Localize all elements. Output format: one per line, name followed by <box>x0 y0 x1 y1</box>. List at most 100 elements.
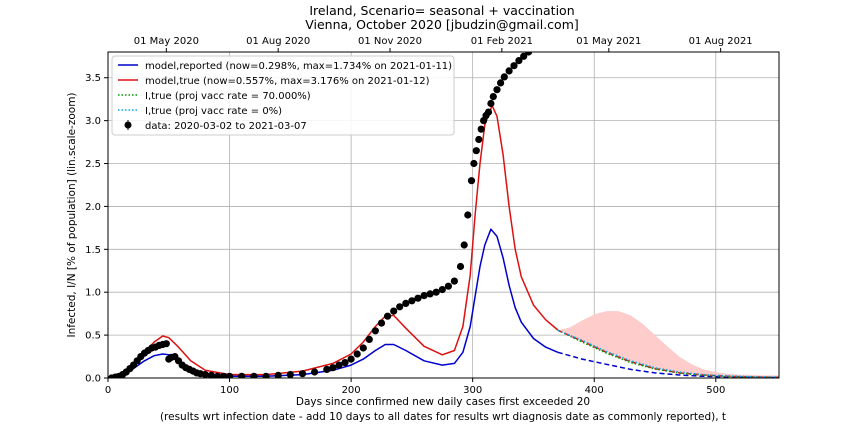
data-points <box>108 31 551 378</box>
chart-subtitle: Vienna, October 2020 [jbudzin@gmail.com] <box>305 17 579 32</box>
y-tick-label: 3.5 <box>85 73 101 84</box>
data-point <box>450 277 458 285</box>
legend-label-true: model,true (now=0.557%, max=3.176% on 20… <box>145 76 430 87</box>
data-point <box>489 93 497 101</box>
data-point <box>426 290 434 298</box>
data-point <box>396 303 404 311</box>
data-point <box>408 297 416 305</box>
data-point <box>286 371 294 378</box>
data-point <box>544 31 551 38</box>
plot-frame <box>107 51 780 379</box>
top-tick-label: 01 May 2020 <box>134 36 199 47</box>
data-point <box>371 327 379 335</box>
data-point <box>487 99 495 108</box>
data-point <box>341 359 349 367</box>
y-tick-label: 0.5 <box>85 331 101 342</box>
data-point <box>347 355 355 363</box>
top-tick-label: 01 Aug 2020 <box>246 36 310 47</box>
top-axis-ticks: 01 May 2020 01 Aug 2020 01 Nov 2020 01 Feb … <box>134 36 753 52</box>
x-tick-label: 500 <box>706 385 725 396</box>
data-point <box>505 67 513 75</box>
y-tick-label: 0.0 <box>85 374 101 385</box>
data-point <box>323 365 331 373</box>
data-point <box>420 292 428 300</box>
legend: model,reported (now=0.298%, max=1.734% o… <box>111 55 455 136</box>
data-point <box>493 86 501 94</box>
data-point <box>262 372 270 378</box>
data-point <box>329 364 337 372</box>
data-point <box>432 288 440 296</box>
data-point <box>464 211 472 219</box>
data-point <box>520 52 528 60</box>
legend-label-vacc70: I,true (proj vacc rate = 70.000%) <box>145 91 311 102</box>
data-point <box>477 125 485 133</box>
data-point <box>456 262 465 271</box>
x-tick-label: 200 <box>342 385 361 396</box>
x-axis-label: Days since confirmed new daily cases fir… <box>296 396 590 408</box>
legend-label-reported: model,reported (now=0.298%, max=1.734% o… <box>145 61 452 72</box>
data-point <box>402 299 410 307</box>
chart-title: Ireland, Scenario= seasonal + vaccinatio… <box>309 3 574 18</box>
x-axis-label-note: (results wrt infection date - add 10 day… <box>160 411 726 423</box>
data-point <box>365 335 373 343</box>
projection-band-area <box>557 311 779 378</box>
y-tick-label: 3.0 <box>85 116 101 127</box>
legend-swatch-data <box>124 121 132 129</box>
data-point <box>472 147 480 155</box>
data-point <box>201 371 209 378</box>
data-point <box>384 312 392 320</box>
top-tick-label: 01 Aug 2021 <box>689 36 753 47</box>
x-tick-label: 300 <box>463 385 482 396</box>
data-point <box>515 57 523 65</box>
data-point <box>484 108 493 116</box>
top-tick-label: 01 Feb 2021 <box>471 36 533 47</box>
data-point <box>414 294 422 302</box>
data-point <box>298 370 307 378</box>
data-point <box>274 371 282 378</box>
series-lines <box>108 104 779 378</box>
y-tick-label: 2.0 <box>85 202 101 213</box>
data-point <box>207 371 215 378</box>
x-tick-label: 0 <box>105 385 111 396</box>
data-point <box>226 372 234 378</box>
data-point <box>219 372 228 378</box>
data-point <box>213 372 221 378</box>
data-point <box>467 177 476 185</box>
x-tick-label: 400 <box>585 385 604 396</box>
data-point <box>470 159 478 168</box>
data-point <box>438 286 446 294</box>
series-line-1 <box>108 104 559 378</box>
data-point <box>444 282 452 290</box>
y-tick-label: 2.5 <box>85 159 101 170</box>
data-point <box>475 135 483 144</box>
data-point <box>390 307 398 315</box>
top-tick-label: 01 May 2021 <box>576 36 641 47</box>
y-tick-label: 1.0 <box>85 288 101 299</box>
projection-band <box>557 311 779 378</box>
data-point <box>497 79 505 87</box>
x-axis-ticks: 0 100 200 300 400 500 <box>105 378 725 396</box>
x-tick-label: 100 <box>220 385 239 396</box>
data-point <box>359 344 367 352</box>
data-point <box>311 368 319 376</box>
data-point <box>238 372 246 378</box>
data-point <box>510 62 518 70</box>
top-tick-label: 01 Nov 2020 <box>358 36 422 47</box>
data-point <box>540 36 547 43</box>
y-axis-label: Infected, I/N [% of population] (lin.sca… <box>66 92 78 337</box>
legend-label-vacc0: I,true (proj vacc rate = 0%) <box>145 106 282 117</box>
series-line-5 <box>557 329 779 378</box>
legend-frame <box>111 55 455 136</box>
data-point <box>162 340 170 348</box>
legend-label-data: data: 2020-03-02 to 2021-03-07 <box>145 121 307 132</box>
data-point <box>377 319 386 327</box>
data-point <box>353 350 361 358</box>
data-point <box>335 361 343 369</box>
data-point <box>500 73 508 81</box>
y-axis-ticks: 0.0 0.5 1.0 1.5 2.0 2.5 3.0 3.5 <box>85 73 108 385</box>
y-tick-label: 1.5 <box>85 245 101 256</box>
data-point <box>460 241 468 249</box>
data-point <box>525 52 533 56</box>
data-point <box>535 40 542 47</box>
